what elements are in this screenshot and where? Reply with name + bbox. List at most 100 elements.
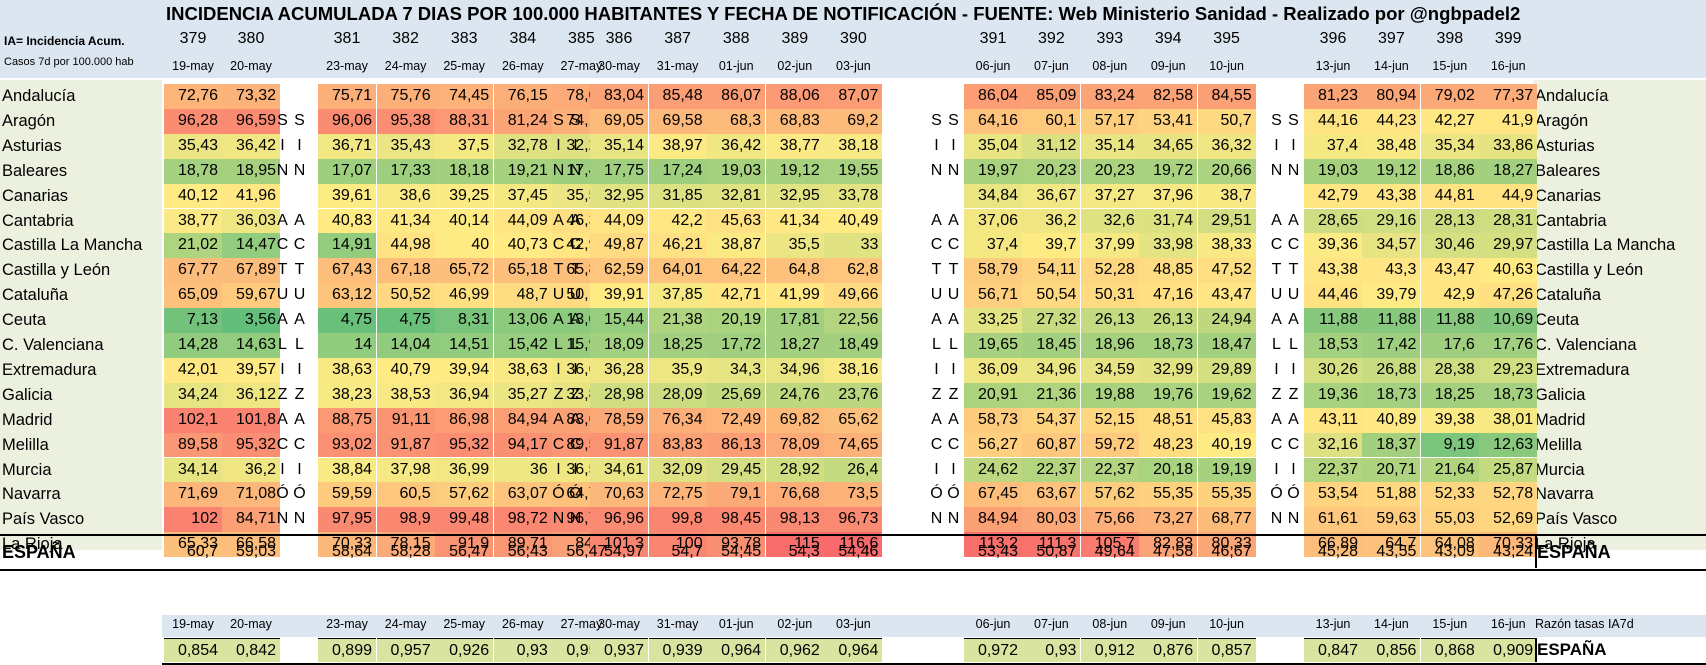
value-cell: 56,27 (964, 432, 1022, 458)
value-cell: 68,3 (707, 108, 766, 134)
value-cell: 20,23 (1022, 158, 1081, 184)
value-cell: 19,62 (1197, 382, 1256, 408)
region-name-right: Murcia (1535, 460, 1585, 479)
value-cell: 67,18 (376, 258, 435, 284)
total-value: 49,64 (1094, 543, 1135, 561)
ratio-date-label: 27-may (560, 617, 603, 631)
value-cell: 43,47 (1420, 258, 1479, 284)
value-cell: 25,69 (707, 382, 766, 408)
value-cell: 17,33 (376, 158, 435, 184)
total-value: 46,67 (1211, 543, 1252, 561)
value-cell: 101,8 (222, 407, 280, 433)
value-cell: 40,63 (1479, 258, 1538, 284)
value-cell: 34,84 (964, 183, 1022, 209)
value-cell: 39,7 (1022, 233, 1081, 259)
value-cell: 75,71 (318, 84, 376, 109)
total-value: 58,64 (331, 543, 372, 561)
total-value: 58,28 (390, 543, 431, 561)
value-cell: 58,79 (964, 258, 1022, 284)
weekend-letter (1268, 84, 1285, 109)
value-cell: 41,99 (765, 283, 824, 309)
date-label: 16-jun (1490, 59, 1526, 73)
weekend-letter: A (931, 311, 942, 329)
ratio-date-label: 08-jun (1092, 617, 1128, 631)
value-cell: 75,66 (1080, 507, 1139, 533)
value-cell: 35,04 (964, 133, 1022, 159)
weekend-letter: L (295, 336, 304, 353)
value-cell: 40,12 (164, 183, 222, 209)
week-number: 388 (722, 30, 750, 47)
value-cell: 43,11 (1304, 407, 1362, 433)
value-cell: 37,4 (1304, 133, 1362, 159)
weekend-letter: Ó (1287, 485, 1300, 503)
value-cell: 116,6 (824, 532, 883, 558)
ratio-date-label: 30-may (598, 617, 640, 631)
value-cell: 43,3 (1362, 258, 1421, 284)
ratio-date-label: 09-jun (1150, 617, 1186, 631)
ratio-value: 0,964 (707, 638, 766, 662)
value-cell: 19,55 (824, 158, 883, 184)
region-name: Madrid (2, 410, 53, 429)
date-label: 25-may (443, 59, 486, 73)
region-name-right: Canarias (1535, 186, 1602, 205)
week-number: 391 (979, 30, 1007, 47)
value-cell: 34,3 (707, 357, 766, 383)
value-cell: 91,9 (435, 532, 494, 558)
value-cell: 28,31 (1479, 208, 1538, 234)
value-cell: 57,62 (435, 482, 494, 508)
value-cell: 40,14 (435, 208, 494, 234)
value-cell: 96,59 (222, 108, 280, 134)
value-cell: 18,86 (1420, 158, 1479, 184)
value-cell: 61,61 (1304, 507, 1362, 533)
page-title: INCIDENCIA ACUMULADA 7 DIAS POR 100.000 … (166, 3, 1521, 24)
ratio-total-label: ESPAÑA (1535, 638, 1706, 662)
legend-line-2: Casos 7d por 100.000 hab (4, 56, 134, 68)
value-cell: 88,31 (435, 108, 494, 134)
weekend-letter: I (556, 136, 561, 154)
ratio-date-label: 19-may (172, 617, 214, 631)
value-cell: 69,05 (590, 108, 648, 134)
region-name-right: Castilla y León (1535, 261, 1644, 280)
value-cell: 84,94 (493, 407, 552, 433)
weekend-letter: L (571, 336, 580, 353)
value-cell: 96,06 (318, 108, 376, 134)
value-cell: 7,13 (164, 308, 222, 333)
value-cell: 45,83 (1197, 407, 1256, 433)
weekend-letter: A (931, 211, 942, 229)
value-cell: 29,51 (1197, 208, 1256, 234)
weekend-letter (945, 184, 962, 209)
value-cell: 38,77 (164, 208, 222, 234)
value-cell: 10,69 (1479, 308, 1538, 333)
value-cell: 36 (493, 457, 552, 483)
value-cell: 34,59 (1080, 357, 1139, 383)
value-cell: 82,83 (1139, 532, 1198, 558)
region-name: Galicia (2, 385, 53, 404)
date-label: 27-may (560, 59, 603, 73)
value-cell: 32,95 (765, 183, 824, 209)
value-cell: 42,2 (648, 208, 707, 234)
value-cell: 83,83 (648, 432, 707, 458)
region-name-right: Cantabria (1535, 211, 1607, 230)
value-cell: 19,21 (493, 158, 552, 184)
weekend-letter: I (951, 460, 956, 478)
week-number: 399 (1494, 30, 1522, 47)
value-cell: 86,13 (707, 432, 766, 458)
value-cell: 18,53 (1304, 333, 1362, 358)
value-cell: 17,07 (318, 158, 376, 184)
region-name: Canarias (2, 186, 69, 205)
value-cell: 84,94 (964, 507, 1022, 533)
week-number: 394 (1154, 30, 1182, 47)
ratio-header-band (162, 615, 1706, 637)
value-cell: 36,2 (222, 457, 280, 483)
value-cell: 99,8 (648, 507, 707, 533)
weekend-letter: A (1288, 211, 1299, 229)
value-cell: 88,06 (765, 84, 824, 109)
value-cell: 111,3 (1022, 532, 1081, 558)
weekend-letter: L (949, 336, 958, 353)
value-cell: 32,95 (590, 183, 648, 209)
ratio-date-label: 10-jun (1209, 617, 1244, 631)
weekend-letter: A (294, 211, 305, 229)
weekend-letter: N (947, 161, 960, 179)
value-cell: 43,38 (1304, 258, 1362, 284)
value-cell: 62,8 (824, 258, 883, 284)
